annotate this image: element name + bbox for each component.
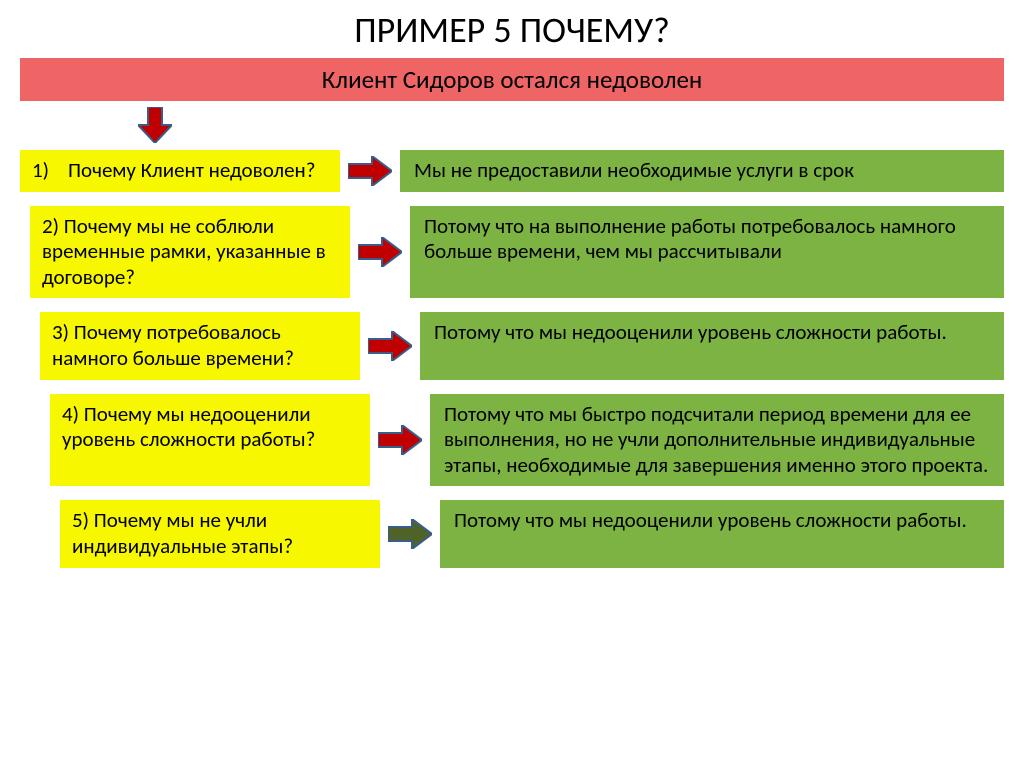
top-arrow-down [138, 107, 1004, 148]
subtitle-bar: Клиент Сидоров остался недоволен [20, 58, 1004, 101]
question-box: 3) Почему потребовалось намного больше в… [40, 312, 360, 379]
why-row: 3) Почему потребовалось намного больше в… [20, 312, 1004, 379]
answer-box: Потому что мы недооценили уровень сложно… [420, 312, 1004, 379]
why-row: 2) Почему мы не соблюли временные рамки,… [20, 206, 1004, 299]
arrow-cell [350, 206, 410, 299]
answer-box: Потому что мы быстро подсчитали период в… [430, 394, 1004, 487]
arrow-cell [380, 500, 440, 567]
arrow-right-red-icon [378, 425, 422, 455]
answer-box: Мы не предоставили необходимые услуги в … [400, 150, 1004, 192]
why-row: 4) Почему мы недооценили уровень сложнос… [20, 394, 1004, 487]
arrow-right-red-icon [348, 156, 392, 186]
arrow-down-icon [138, 107, 172, 143]
arrow-right-green-icon [388, 519, 432, 549]
why-row: 1) Почему Клиент недоволен? Мы не предост… [20, 150, 1004, 192]
rows-container: 1) Почему Клиент недоволен? Мы не предост… [20, 150, 1004, 568]
question-box: 2) Почему мы не соблюли временные рамки,… [30, 206, 350, 299]
arrow-cell [340, 150, 400, 192]
question-box: 4) Почему мы недооценили уровень сложнос… [50, 394, 370, 487]
arrow-right-red-icon [358, 237, 402, 267]
question-box: 1) Почему Клиент недоволен? [20, 150, 340, 192]
arrow-right-red-icon [368, 331, 412, 361]
answer-box: Потому что мы недооценили уровень сложно… [440, 500, 1004, 567]
arrow-cell [370, 394, 430, 487]
why-row: 5) Почему мы не учли индивидуальные этап… [20, 500, 1004, 567]
question-box: 5) Почему мы не учли индивидуальные этап… [60, 500, 380, 567]
arrow-cell [360, 312, 420, 379]
page-title: ПРИМЕР 5 ПОЧЕМУ? [20, 8, 1004, 52]
answer-box: Потому что на выполнение работы потребов… [410, 206, 1004, 299]
